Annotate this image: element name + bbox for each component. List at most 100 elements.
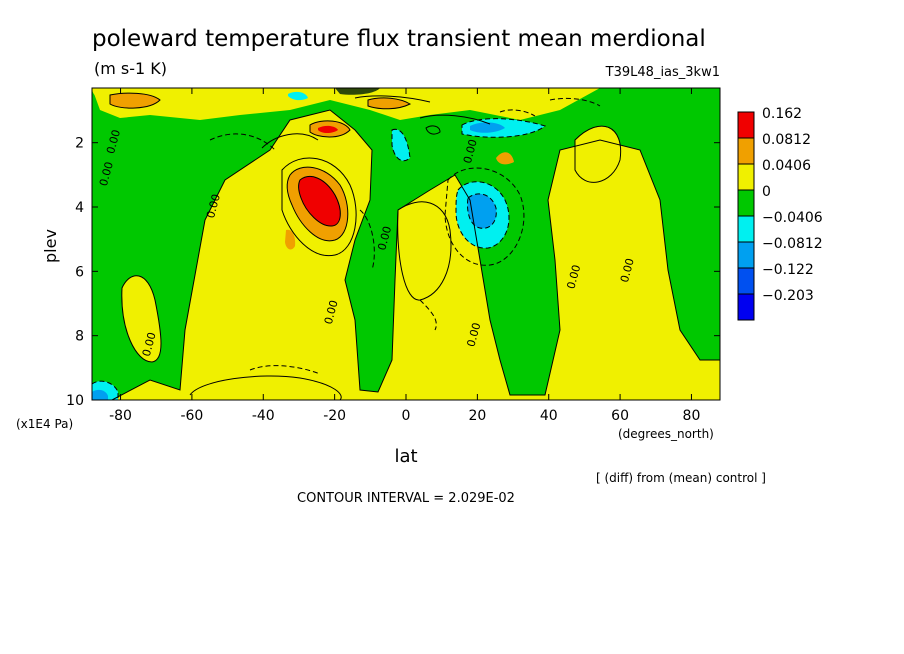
x-tick-label: 60 <box>611 408 629 424</box>
colorbar-swatch <box>737 241 755 269</box>
contour-line <box>444 167 525 266</box>
contour-line <box>189 375 342 400</box>
x-tick-label: -60 <box>180 408 203 424</box>
colorbar-label: 0 <box>762 184 771 200</box>
contour-label: 0.00 <box>204 193 223 220</box>
contour-line <box>499 109 536 117</box>
contour-line <box>455 181 510 249</box>
x-tick-label: 40 <box>540 408 558 424</box>
colorbar-swatch <box>737 293 755 321</box>
contour-line <box>367 97 412 110</box>
contour-line <box>359 209 375 271</box>
region-core-red <box>298 176 341 227</box>
x-axis: -80 -60 -40 -20 0 20 40 60 80 <box>109 88 700 424</box>
colorbar-swatch <box>737 111 755 139</box>
region-orange-small-2 <box>496 152 514 165</box>
y-tick-label: 8 <box>75 329 84 345</box>
contour-line <box>209 133 276 151</box>
contour-line <box>92 380 119 400</box>
contour-line <box>92 88 720 400</box>
plot-area: 0.00 0.00 0.00 0.00 0.00 0.00 0.00 0.00 0.00 0.00 <box>92 88 720 400</box>
colorbar-label: −0.122 <box>762 262 814 278</box>
contour-line <box>425 125 441 135</box>
contour-interval-label: CONTOUR INTERVAL = 2.029E-02 <box>297 491 515 506</box>
contour-line <box>121 275 162 363</box>
y-tick-label: 4 <box>75 200 84 216</box>
contour-line <box>281 157 357 257</box>
contour-label: 0.00 <box>618 257 637 284</box>
region-red-north <box>318 125 338 133</box>
x-axis-units: (degrees_north) <box>618 427 714 441</box>
x-axis-label: lat <box>394 446 417 467</box>
contour-line <box>261 133 319 149</box>
region-positive-center <box>397 201 451 301</box>
region-positive-west <box>121 275 161 362</box>
contour-line <box>354 95 431 103</box>
contour-line <box>574 125 622 183</box>
contour-lines <box>92 88 720 400</box>
colorbar-swatch <box>737 137 755 165</box>
y-tick-label: 10 <box>66 393 84 409</box>
region-positive-southeast <box>690 371 720 400</box>
contour-label: 0.00 <box>375 225 394 252</box>
contour-line <box>419 114 491 125</box>
x-tick-label: 80 <box>683 408 701 424</box>
contour-label: 0.00 <box>97 160 116 187</box>
colorbar-label: −0.0406 <box>762 210 823 226</box>
region-orange-north-1 <box>110 93 160 109</box>
colorbar-label: 0.0812 <box>762 132 811 148</box>
region-orange-small-1 <box>285 229 296 250</box>
x-tick-label: -80 <box>109 408 132 424</box>
contour-labels: 0.00 0.00 0.00 0.00 0.00 0.00 0.00 0.00 0.00 0.00 <box>97 128 637 358</box>
region-orange-north-3 <box>368 97 410 109</box>
contour-line <box>419 299 437 331</box>
colorbar: 0.162 0.0812 0.0406 0 −0.0406 −0.0812 −0.122 −0… <box>737 106 823 321</box>
colorbar-label: −0.203 <box>762 288 814 304</box>
contour-label: 0.00 <box>104 128 123 155</box>
x-tick-label: 20 <box>468 408 486 424</box>
colorbar-label: 0.162 <box>762 106 802 122</box>
contour-label: 0.00 <box>322 299 341 326</box>
contour-line <box>391 128 411 162</box>
region-dense-top <box>335 88 380 95</box>
run-label: T39L48_ias_3kw1 <box>605 65 720 80</box>
contour-line <box>467 193 497 229</box>
contour-line <box>309 120 351 138</box>
units-label: (m s-1 K) <box>94 59 167 78</box>
chart-title: poleward temperature flux transient mean… <box>92 26 706 52</box>
colorbar-swatch <box>737 189 755 217</box>
y-tick-label: 2 <box>75 136 84 152</box>
region-blue-southwest <box>92 389 108 400</box>
x-tick-label: 0 <box>402 408 411 424</box>
diff-note: [ (diff) from (mean) control ] <box>596 471 766 485</box>
region-positive-southwest <box>190 375 342 400</box>
region-cyan-west <box>392 129 410 161</box>
colorbar-swatch <box>737 267 755 295</box>
x-tick-label: -20 <box>323 408 346 424</box>
colorbar-swatch <box>737 215 755 243</box>
contour-line <box>298 176 341 227</box>
contour-line <box>461 118 547 138</box>
region-cyan-top <box>288 91 308 101</box>
contour-lines-negative <box>92 97 601 400</box>
contour-line <box>109 92 161 109</box>
contour-label: 0.00 <box>140 331 159 358</box>
y-axis-label: plev <box>41 229 60 263</box>
contour-label: 0.00 <box>465 321 484 348</box>
region-blue-north <box>470 122 505 133</box>
contour-line <box>249 365 321 375</box>
contour-label: 0.00 <box>564 263 583 290</box>
region-blue-center <box>467 193 497 229</box>
y-axis-units: (x1E4 Pa) <box>16 417 73 431</box>
y-tick-label: 6 <box>75 264 84 280</box>
contour-line <box>286 166 349 242</box>
y-axis: 2 4 6 8 10 <box>66 136 720 409</box>
contour-line <box>549 97 601 107</box>
region-positive-east <box>575 126 621 183</box>
contour-line <box>397 201 452 301</box>
colorbar-label: 0.0406 <box>762 158 811 174</box>
colorbar-label: −0.0812 <box>762 236 823 252</box>
colorbar-swatch <box>737 163 755 191</box>
contour-label: 0.00 <box>461 138 480 165</box>
